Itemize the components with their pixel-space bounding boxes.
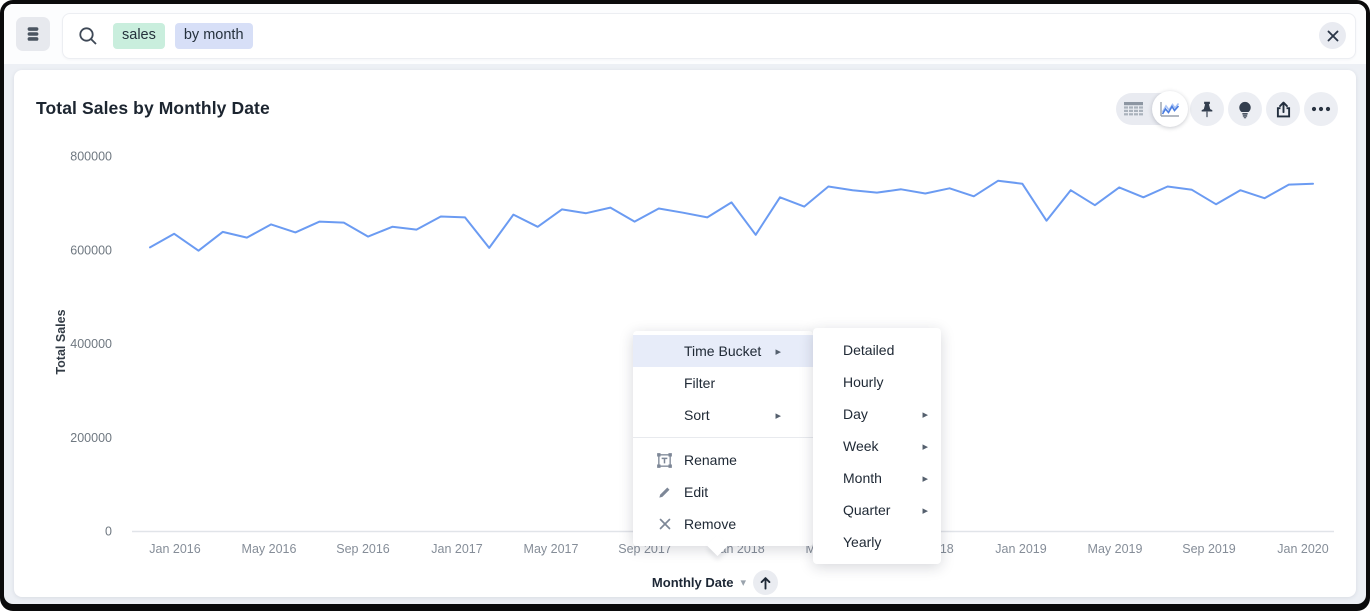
axis-tick-label: Jan 2016 — [149, 542, 200, 556]
menu-item-label: Yearly — [843, 534, 882, 550]
menu-item-label: Time Bucket — [684, 343, 762, 359]
submenu-arrow-icon: ▸ — [775, 409, 781, 422]
menu-item-label: Sort — [684, 407, 710, 423]
share-button[interactable] — [1266, 92, 1300, 126]
menu-item-rename[interactable]: Rename — [633, 444, 813, 476]
menu-item-label: Quarter — [843, 502, 891, 518]
remove-x-icon — [656, 518, 673, 530]
menu-item-label: Edit — [684, 484, 709, 500]
axis-tick-label: 200000 — [70, 431, 112, 445]
column-context-menu: Time Bucket ▸ Filter Sort ▸ Rename Edit Remove — [633, 331, 813, 557]
axis-tick-label: Jan 2020 — [1277, 542, 1328, 556]
chart-view-button[interactable] — [1152, 91, 1188, 127]
app-window: sales by month Total Sales by Monthly Da… — [4, 4, 1366, 604]
menu-item-sort[interactable]: Sort ▸ — [633, 399, 813, 431]
table-view-button[interactable] — [1116, 93, 1151, 125]
answer-card: Total Sales by Monthly Date — [14, 70, 1356, 597]
menu-item-label: Rename — [684, 452, 737, 468]
menu-item-label: Month — [843, 470, 882, 486]
axis-tick-label: 600000 — [70, 243, 112, 257]
search-token-measure[interactable]: sales — [113, 23, 165, 49]
sort-ascending-button[interactable] — [753, 570, 779, 595]
database-icon — [27, 27, 39, 41]
axis-tick-label: 400000 — [70, 337, 112, 351]
menu-item-label: Week — [843, 438, 879, 454]
share-icon — [1276, 101, 1290, 117]
axis-tick-label: May 2019 — [1088, 542, 1143, 556]
axis-tick-label: 800000 — [70, 150, 112, 164]
x-axis-control: Monthly Date ▾ — [74, 570, 1356, 595]
close-icon — [1327, 30, 1338, 41]
menu-item-time-bucket[interactable]: Time Bucket ▸ — [633, 335, 813, 367]
axis-tick-label: May 2016 — [242, 542, 297, 556]
menu-item-quarter[interactable]: Quarter ▸ — [813, 494, 941, 526]
axis-tick-label: Jan 2017 — [431, 542, 482, 556]
data-source-button[interactable] — [16, 17, 50, 51]
more-options-icon — [1311, 106, 1331, 112]
axis-tick-label: Sep 2016 — [336, 542, 390, 556]
menu-item-hourly[interactable]: Hourly — [813, 366, 941, 398]
submenu-arrow-icon: ▸ — [922, 408, 928, 421]
sort-ascending-arrow-icon — [760, 576, 771, 590]
more-options-button[interactable] — [1304, 92, 1338, 126]
submenu-arrow-icon: ▸ — [922, 504, 928, 517]
chevron-down-icon: ▾ — [740, 577, 747, 589]
menu-item-filter[interactable]: Filter — [633, 367, 813, 399]
total-sales-line-series[interactable] — [149, 179, 1314, 252]
menu-item-label: Remove — [684, 516, 737, 532]
submenu-arrow-icon: ▸ — [922, 440, 928, 453]
menu-item-label: Detailed — [843, 342, 895, 358]
insights-bulb-icon — [1239, 101, 1251, 118]
axis-tick-label: Jan 2019 — [995, 542, 1046, 556]
menu-item-label: Hourly — [843, 374, 884, 390]
search-input[interactable]: sales by month — [62, 13, 1356, 59]
menu-item-label: Day — [843, 406, 868, 422]
axis-tick-label: Sep 2019 — [1182, 542, 1236, 556]
axis-tick-label: 0 — [105, 525, 112, 539]
menu-item-detailed[interactable]: Detailed — [813, 334, 941, 366]
clear-search-button[interactable] — [1319, 22, 1346, 49]
table-view-icon — [1124, 101, 1143, 115]
edit-pencil-icon — [656, 485, 673, 500]
menu-item-label: Filter — [684, 375, 716, 391]
x-axis-column-button[interactable]: Monthly Date ▾ — [652, 575, 746, 590]
menu-item-day[interactable]: Day ▸ — [813, 398, 941, 430]
search-icon — [77, 25, 99, 47]
submenu-arrow-icon: ▸ — [775, 345, 781, 358]
x-axis-column-label: Monthly Date — [651, 575, 734, 590]
menu-item-week[interactable]: Week ▸ — [813, 430, 941, 462]
menu-item-yearly[interactable]: Yearly — [813, 526, 941, 558]
answer-toolbar — [1116, 91, 1338, 127]
menu-item-remove[interactable]: Remove — [633, 508, 813, 540]
chart-title: Total Sales by Monthly Date — [36, 98, 270, 118]
menu-divider — [633, 437, 813, 438]
submenu-arrow-icon: ▸ — [922, 472, 928, 485]
search-token-attribute[interactable]: by month — [174, 23, 253, 49]
view-toggle[interactable] — [1116, 91, 1188, 127]
y-axis-title: Total Sales — [54, 309, 68, 375]
menu-item-month[interactable]: Month ▸ — [813, 462, 941, 494]
chart-view-icon — [1160, 102, 1180, 117]
axis-tick-label: May 2017 — [524, 542, 579, 556]
top-search-bar: sales by month — [4, 4, 1366, 64]
insights-button[interactable] — [1228, 92, 1262, 126]
rename-icon — [656, 452, 673, 469]
pin-button[interactable] — [1190, 92, 1224, 126]
pin-icon — [1201, 101, 1213, 117]
time-bucket-submenu: Detailed Hourly Day ▸ Week ▸ Month ▸ Quarter ▸ Yea… — [813, 328, 941, 564]
menu-item-edit[interactable]: Edit — [633, 476, 813, 508]
